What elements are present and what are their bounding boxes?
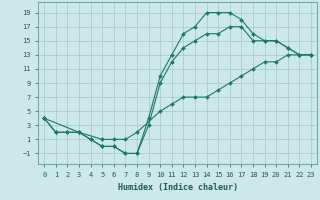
X-axis label: Humidex (Indice chaleur): Humidex (Indice chaleur) bbox=[118, 183, 238, 192]
